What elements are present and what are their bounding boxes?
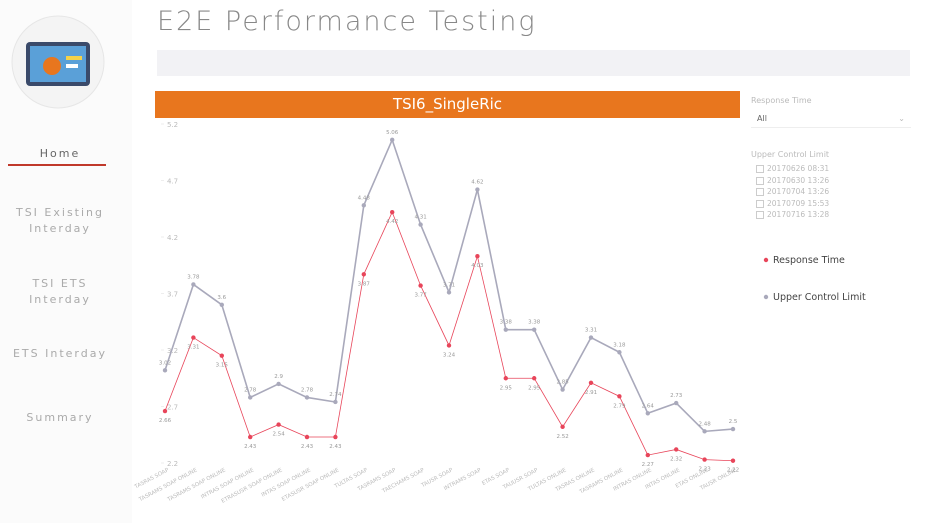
legend-label: Upper Control Limit [773, 292, 866, 303]
data-point [447, 343, 451, 347]
data-point [475, 187, 479, 191]
data-point [589, 381, 593, 385]
data-label: 2.5 [729, 419, 738, 425]
data-label: 2.43 [329, 444, 342, 450]
data-label: 2.95 [500, 385, 513, 391]
data-point [418, 222, 422, 226]
data-label: 4.48 [358, 195, 371, 201]
data-point [305, 395, 309, 399]
data-label: 2.43 [301, 444, 314, 450]
series-line [165, 212, 733, 461]
data-label: 4.62 [471, 180, 483, 186]
data-point [646, 453, 650, 457]
data-label: 2.48 [698, 421, 711, 427]
y-tick-label: 3.7 [167, 291, 178, 299]
data-label: 3.77 [414, 293, 427, 299]
data-point [702, 457, 706, 461]
legend-marker [764, 258, 768, 262]
data-point [646, 411, 650, 415]
data-label: 2.32 [670, 456, 682, 462]
data-point [248, 435, 252, 439]
y-tick-label: 5.2 [167, 121, 178, 129]
data-point [504, 376, 508, 380]
data-label: 3.31 [585, 328, 597, 334]
data-point [305, 435, 309, 439]
data-label: 4.42 [386, 219, 398, 225]
data-point [418, 283, 422, 287]
data-point [532, 376, 536, 380]
data-label: 2.79 [613, 403, 626, 409]
data-point [475, 254, 479, 258]
data-point [589, 335, 593, 339]
data-label: 3.71 [443, 282, 455, 288]
data-point [220, 353, 224, 357]
data-label: 3.24 [443, 352, 456, 358]
data-label: 2.52 [556, 434, 568, 440]
data-point [447, 290, 451, 294]
data-label: 5.06 [386, 130, 399, 136]
data-point [560, 425, 564, 429]
data-label: 3.31 [187, 345, 199, 351]
data-label: 2.9 [274, 374, 283, 380]
data-point [220, 303, 224, 307]
data-point [333, 435, 337, 439]
data-label: 3.15 [216, 363, 229, 369]
data-label: 2.74 [329, 392, 342, 398]
data-point [333, 400, 337, 404]
data-point [674, 447, 678, 451]
data-point [362, 203, 366, 207]
data-label: 2.23 [698, 467, 711, 473]
data-label: 2.73 [670, 393, 683, 399]
data-label: 3.6 [217, 295, 226, 301]
data-label: 3.78 [187, 274, 200, 280]
data-point [163, 409, 167, 413]
data-point [390, 138, 394, 142]
y-tick-label: 2.2 [167, 460, 178, 468]
data-label: 4.31 [414, 215, 426, 221]
y-tick-label: 4.2 [167, 234, 178, 242]
data-point [191, 335, 195, 339]
page: Home TSI Existing Interday TSI ETS Inter… [0, 0, 932, 523]
y-tick-label: 2.7 [167, 404, 178, 412]
data-label: 2.91 [585, 390, 597, 396]
data-label: 3.38 [500, 320, 513, 326]
data-point [504, 327, 508, 331]
data-point [362, 272, 366, 276]
legend-label: Response Time [773, 255, 845, 266]
data-point [731, 427, 735, 431]
legend-marker [764, 295, 768, 299]
chart: 2.22.73.23.74.24.75.2TASRAS SOAPTASRAMS … [0, 0, 932, 523]
data-label: 3.02 [159, 360, 171, 366]
data-label: 3.38 [528, 320, 541, 326]
data-point [276, 422, 280, 426]
data-point [248, 395, 252, 399]
data-label: 2.22 [727, 468, 739, 474]
data-label: 2.54 [272, 432, 285, 438]
data-point [390, 210, 394, 214]
data-point [163, 368, 167, 372]
data-point [617, 350, 621, 354]
data-point [674, 401, 678, 405]
y-tick-label: 4.7 [167, 178, 178, 186]
data-point [532, 327, 536, 331]
data-label: 3.87 [358, 281, 371, 287]
data-label: 2.78 [244, 387, 257, 393]
data-label: 4.03 [471, 263, 484, 269]
data-label: 2.95 [528, 385, 541, 391]
data-label: 2.66 [159, 418, 172, 424]
data-point [617, 394, 621, 398]
data-point [731, 459, 735, 463]
data-label: 2.27 [642, 462, 655, 468]
data-point [276, 382, 280, 386]
data-label: 2.43 [244, 444, 257, 450]
data-label: 2.64 [642, 403, 655, 409]
data-label: 3.18 [613, 342, 626, 348]
data-label: 2.78 [301, 387, 314, 393]
data-point [191, 282, 195, 286]
data-label: 2.85 [556, 380, 569, 386]
data-point [560, 387, 564, 391]
data-point [702, 429, 706, 433]
